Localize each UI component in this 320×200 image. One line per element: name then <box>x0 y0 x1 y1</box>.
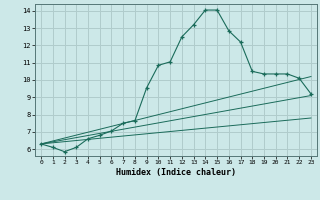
X-axis label: Humidex (Indice chaleur): Humidex (Indice chaleur) <box>116 168 236 177</box>
